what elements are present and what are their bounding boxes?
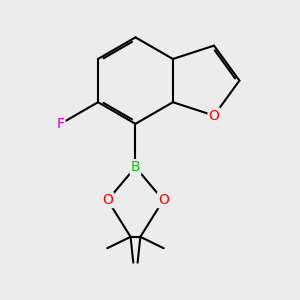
Text: O: O <box>158 193 169 207</box>
Text: O: O <box>102 193 113 207</box>
Text: B: B <box>130 160 140 174</box>
Text: F: F <box>57 117 64 131</box>
Text: O: O <box>208 109 219 123</box>
